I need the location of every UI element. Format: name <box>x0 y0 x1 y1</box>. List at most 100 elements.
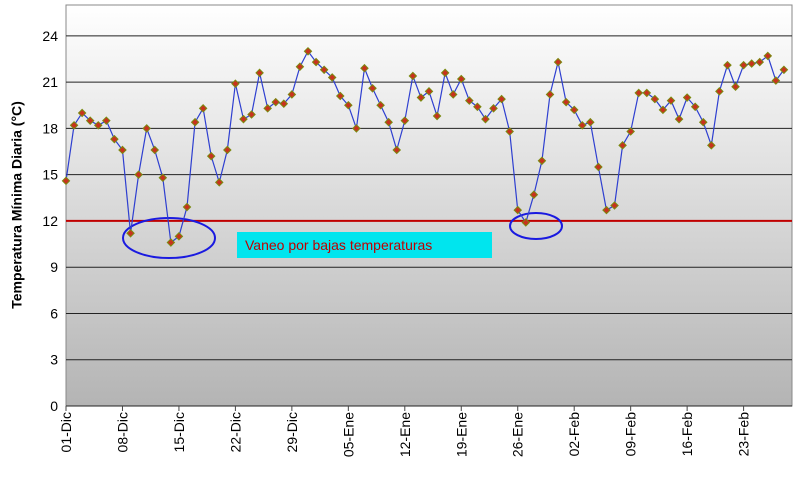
data-point <box>150 145 160 155</box>
highlight-ellipse <box>122 217 216 259</box>
plot-area <box>65 4 793 407</box>
data-point <box>279 99 289 109</box>
y-tick-label: 21 <box>42 74 58 90</box>
data-point <box>360 63 369 73</box>
data-point <box>142 124 151 133</box>
y-tick-label: 12 <box>42 213 58 229</box>
x-tick-label: 02-Feb <box>566 412 582 457</box>
highlight-ellipse <box>509 212 563 240</box>
data-point <box>521 218 531 227</box>
x-tick-label: 01-Dic <box>58 412 74 452</box>
data-point <box>690 102 700 112</box>
data-point <box>537 156 547 166</box>
data-point <box>545 90 555 99</box>
data-point <box>497 94 506 104</box>
x-tick-label: 16-Feb <box>679 412 695 457</box>
data-point <box>650 94 660 104</box>
data-point <box>658 105 668 115</box>
y-tick-label: 18 <box>42 120 58 136</box>
x-tick-label: 09-Feb <box>623 412 639 457</box>
data-point <box>206 151 216 161</box>
data-point <box>376 100 385 110</box>
y-tick-label: 24 <box>42 28 58 44</box>
data-point <box>731 82 740 92</box>
data-point <box>303 46 313 56</box>
data-point <box>666 96 676 105</box>
y-tick-label: 3 <box>50 352 58 368</box>
data-point <box>424 87 434 96</box>
data-point <box>118 145 127 155</box>
x-tick-label: 19-Ene <box>453 412 469 457</box>
data-point <box>674 114 684 124</box>
y-tick-label: 6 <box>50 305 58 321</box>
data-point <box>707 141 716 150</box>
data-point <box>432 111 442 121</box>
data-point <box>263 104 272 113</box>
data-point <box>61 176 71 186</box>
x-tick-label: 22-Dic <box>227 412 243 452</box>
data-point <box>110 134 119 144</box>
data-point <box>271 97 281 107</box>
data-point <box>489 104 498 113</box>
data-point <box>569 105 579 115</box>
data-point <box>481 114 490 124</box>
data-point <box>247 110 256 119</box>
x-tick-label: 08-Dic <box>114 412 130 452</box>
data-point <box>416 93 426 102</box>
data-point <box>352 124 361 133</box>
data-point <box>755 57 765 67</box>
y-tick-label: 0 <box>50 398 58 414</box>
data-point <box>190 117 200 127</box>
data-point <box>618 141 627 150</box>
data-point <box>295 62 305 71</box>
data-point <box>715 87 724 96</box>
data-point <box>610 201 619 210</box>
data-point <box>287 90 297 99</box>
data-point <box>440 68 450 78</box>
data-point <box>779 65 789 75</box>
x-tick-label: 29-Dic <box>284 412 300 452</box>
data-point <box>214 178 224 187</box>
data-point <box>634 88 644 98</box>
data-point <box>392 145 402 155</box>
data-point <box>231 79 240 88</box>
data-point <box>102 116 111 125</box>
data-point <box>69 120 79 130</box>
data-point <box>642 88 652 98</box>
data-point <box>602 205 611 215</box>
data-point <box>473 102 482 112</box>
data-point <box>408 71 418 81</box>
data-point <box>255 68 264 78</box>
data-point <box>771 76 781 85</box>
data-point <box>505 127 514 136</box>
data-point <box>553 57 563 67</box>
data-point <box>368 83 377 93</box>
data-point <box>85 116 95 125</box>
data-point <box>529 190 539 200</box>
data-point <box>400 116 410 125</box>
annotation: Vaneo por bajas temperaturas <box>245 237 432 253</box>
data-point <box>698 117 708 127</box>
data-point <box>239 114 248 124</box>
data-point <box>763 51 773 61</box>
data-point <box>448 90 458 99</box>
data-point <box>586 117 595 127</box>
chart-layer: 0 3 6 9 12 15 18 21 24 01-Dic 08-Dic 15-Dic 22-Dic 29… <box>42 28 792 457</box>
data-point <box>594 162 603 172</box>
data-point <box>158 173 168 183</box>
data-point <box>134 170 143 179</box>
y-tick-label: 15 <box>42 167 58 183</box>
data-point <box>319 65 329 75</box>
data-point <box>577 120 587 130</box>
data-point <box>561 97 571 107</box>
data-point <box>747 59 756 68</box>
x-tick-label: 26-Ene <box>510 412 526 457</box>
data-point <box>456 74 466 84</box>
data-point <box>465 96 474 105</box>
y-tick-label: 9 <box>50 259 58 275</box>
data-point <box>198 104 208 113</box>
data-point <box>93 120 103 130</box>
data-point <box>626 127 635 136</box>
data-point <box>174 232 184 241</box>
data-point <box>223 145 232 155</box>
